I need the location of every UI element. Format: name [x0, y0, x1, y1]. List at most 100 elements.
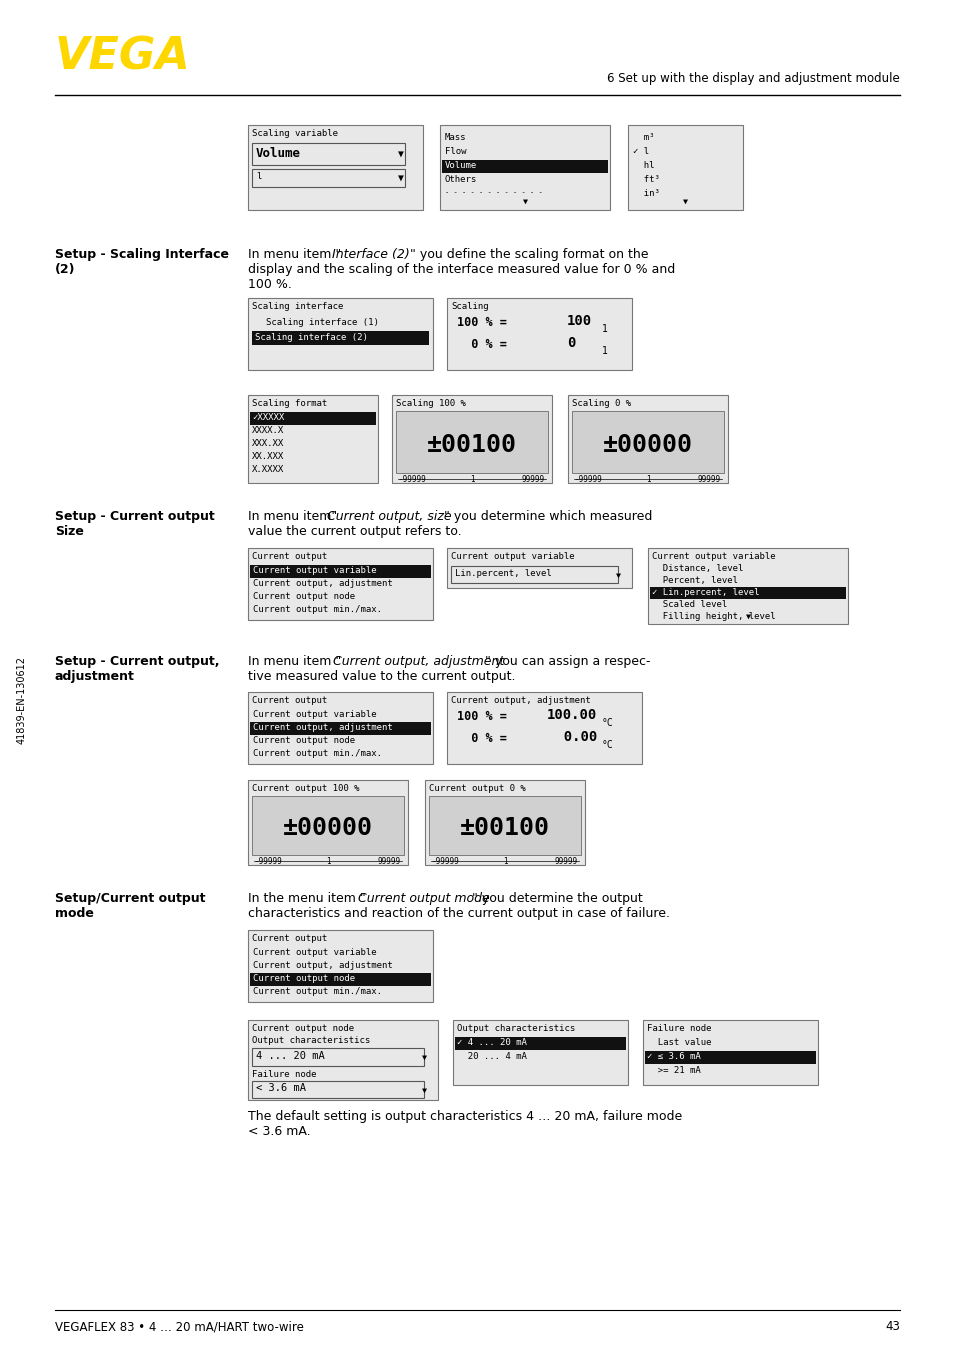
Text: °C: °C — [601, 718, 613, 728]
Text: " you determine which measured: " you determine which measured — [443, 510, 652, 523]
Text: °C: °C — [601, 741, 613, 750]
Text: -99999: -99999 — [575, 475, 602, 483]
Text: In menu item ": In menu item " — [248, 248, 341, 261]
Text: ±00100: ±00100 — [427, 433, 517, 458]
Text: ▼: ▼ — [744, 612, 750, 621]
Text: 1: 1 — [645, 475, 650, 483]
Text: Scaling 100 %: Scaling 100 % — [395, 399, 465, 408]
Text: Scaled level: Scaled level — [651, 600, 726, 609]
FancyBboxPatch shape — [642, 1020, 817, 1085]
FancyBboxPatch shape — [250, 412, 375, 425]
Text: (2): (2) — [55, 263, 75, 276]
FancyBboxPatch shape — [248, 780, 408, 865]
FancyBboxPatch shape — [252, 796, 403, 854]
Text: 100 % =: 100 % = — [456, 709, 506, 723]
Text: Current output node: Current output node — [252, 1024, 354, 1033]
Text: adjustment: adjustment — [55, 670, 134, 682]
Text: " you can assign a respec-: " you can assign a respec- — [484, 655, 650, 668]
Text: 100 %.: 100 %. — [248, 278, 292, 291]
Text: characteristics and reaction of the current output in case of failure.: characteristics and reaction of the curr… — [248, 907, 669, 919]
Text: Setup - Current output: Setup - Current output — [55, 510, 214, 523]
Text: tive measured value to the current output.: tive measured value to the current outpu… — [248, 670, 515, 682]
FancyBboxPatch shape — [447, 692, 641, 764]
Text: ▼: ▼ — [397, 149, 403, 158]
Text: " you define the scaling format on the: " you define the scaling format on the — [410, 248, 648, 261]
Text: >= 21 mA: >= 21 mA — [646, 1066, 700, 1075]
FancyBboxPatch shape — [252, 330, 429, 345]
Text: Current output 100 %: Current output 100 % — [252, 784, 359, 793]
Text: 1: 1 — [325, 857, 330, 867]
Text: Failure node: Failure node — [252, 1070, 316, 1079]
Text: Output characteristics: Output characteristics — [252, 1036, 370, 1045]
Text: Scaling interface: Scaling interface — [252, 302, 343, 311]
FancyBboxPatch shape — [447, 548, 631, 588]
Text: Current output, adjustment: Current output, adjustment — [451, 696, 590, 705]
Text: XX.XXX: XX.XXX — [252, 452, 284, 460]
Text: Current output: Current output — [252, 552, 327, 561]
Text: ▼: ▼ — [397, 173, 403, 183]
Text: 100.00: 100.00 — [546, 708, 597, 722]
FancyBboxPatch shape — [248, 548, 433, 620]
Text: Current output variable: Current output variable — [253, 948, 376, 957]
Text: Others: Others — [444, 175, 476, 184]
Text: ✓ 4 ... 20 mA: ✓ 4 ... 20 mA — [456, 1039, 526, 1047]
Text: 0 % =: 0 % = — [456, 338, 506, 351]
Text: 0: 0 — [566, 336, 575, 349]
Text: 99999: 99999 — [555, 857, 578, 867]
Text: 1: 1 — [502, 857, 507, 867]
FancyBboxPatch shape — [649, 588, 845, 598]
Text: Last value: Last value — [646, 1039, 711, 1047]
FancyBboxPatch shape — [395, 412, 547, 473]
FancyBboxPatch shape — [627, 125, 742, 210]
Text: mode: mode — [55, 907, 93, 919]
Text: 0.00: 0.00 — [546, 730, 597, 743]
Text: " you determine the output: " you determine the output — [472, 892, 642, 904]
Text: - - - - - - - - - - - -: - - - - - - - - - - - - — [444, 190, 542, 195]
FancyBboxPatch shape — [252, 144, 405, 165]
Text: 100: 100 — [566, 314, 592, 328]
Text: XXX.XX: XXX.XX — [252, 439, 284, 448]
Text: 4 ... 20 mA: 4 ... 20 mA — [255, 1051, 324, 1062]
Text: The default setting is output characteristics 4 … 20 mA, failure mode: The default setting is output characteri… — [248, 1110, 681, 1122]
Text: Setup/Current output: Setup/Current output — [55, 892, 205, 904]
Text: ✓XXXXX: ✓XXXXX — [252, 413, 284, 422]
Text: Current output min./max.: Current output min./max. — [253, 749, 381, 758]
Text: Current output, adjustment: Current output, adjustment — [253, 580, 393, 588]
Text: XXXX.X: XXXX.X — [252, 427, 284, 435]
Text: -99999: -99999 — [398, 475, 426, 483]
FancyBboxPatch shape — [424, 780, 584, 865]
Text: 43: 43 — [884, 1320, 899, 1332]
Text: In menu item ": In menu item " — [248, 655, 341, 668]
Text: m³: m³ — [633, 133, 654, 142]
FancyBboxPatch shape — [441, 160, 607, 173]
FancyBboxPatch shape — [252, 1048, 423, 1066]
Text: Current output node: Current output node — [253, 592, 355, 601]
FancyBboxPatch shape — [647, 548, 847, 624]
FancyBboxPatch shape — [250, 974, 431, 986]
Text: ±00000: ±00000 — [283, 816, 373, 839]
Text: 99999: 99999 — [521, 475, 544, 483]
FancyBboxPatch shape — [248, 1020, 437, 1099]
Text: VEGAFLEX 83 • 4 … 20 mA/HART two-wire: VEGAFLEX 83 • 4 … 20 mA/HART two-wire — [55, 1320, 304, 1332]
FancyBboxPatch shape — [250, 565, 431, 578]
FancyBboxPatch shape — [453, 1020, 627, 1085]
Text: Current output: Current output — [252, 934, 327, 942]
Text: Volume: Volume — [444, 161, 476, 171]
FancyBboxPatch shape — [451, 566, 618, 584]
Text: 100 % =: 100 % = — [456, 315, 506, 329]
Text: Interface (2): Interface (2) — [332, 248, 410, 261]
Text: Percent, level: Percent, level — [651, 575, 738, 585]
Text: ▼: ▼ — [421, 1086, 426, 1094]
Text: Current output node: Current output node — [253, 974, 355, 983]
Text: Failure node: Failure node — [646, 1024, 711, 1033]
Text: l: l — [255, 172, 261, 181]
Text: 99999: 99999 — [377, 857, 400, 867]
Text: 1: 1 — [469, 475, 474, 483]
Text: ▼: ▼ — [615, 570, 619, 580]
FancyBboxPatch shape — [447, 298, 631, 370]
Text: ✓ ≤ 3.6 mA: ✓ ≤ 3.6 mA — [646, 1052, 700, 1062]
Text: in³: in³ — [633, 190, 659, 198]
Text: Current output min./max.: Current output min./max. — [253, 605, 381, 613]
Text: Current output variable: Current output variable — [253, 709, 376, 719]
Text: Scaling: Scaling — [451, 302, 488, 311]
